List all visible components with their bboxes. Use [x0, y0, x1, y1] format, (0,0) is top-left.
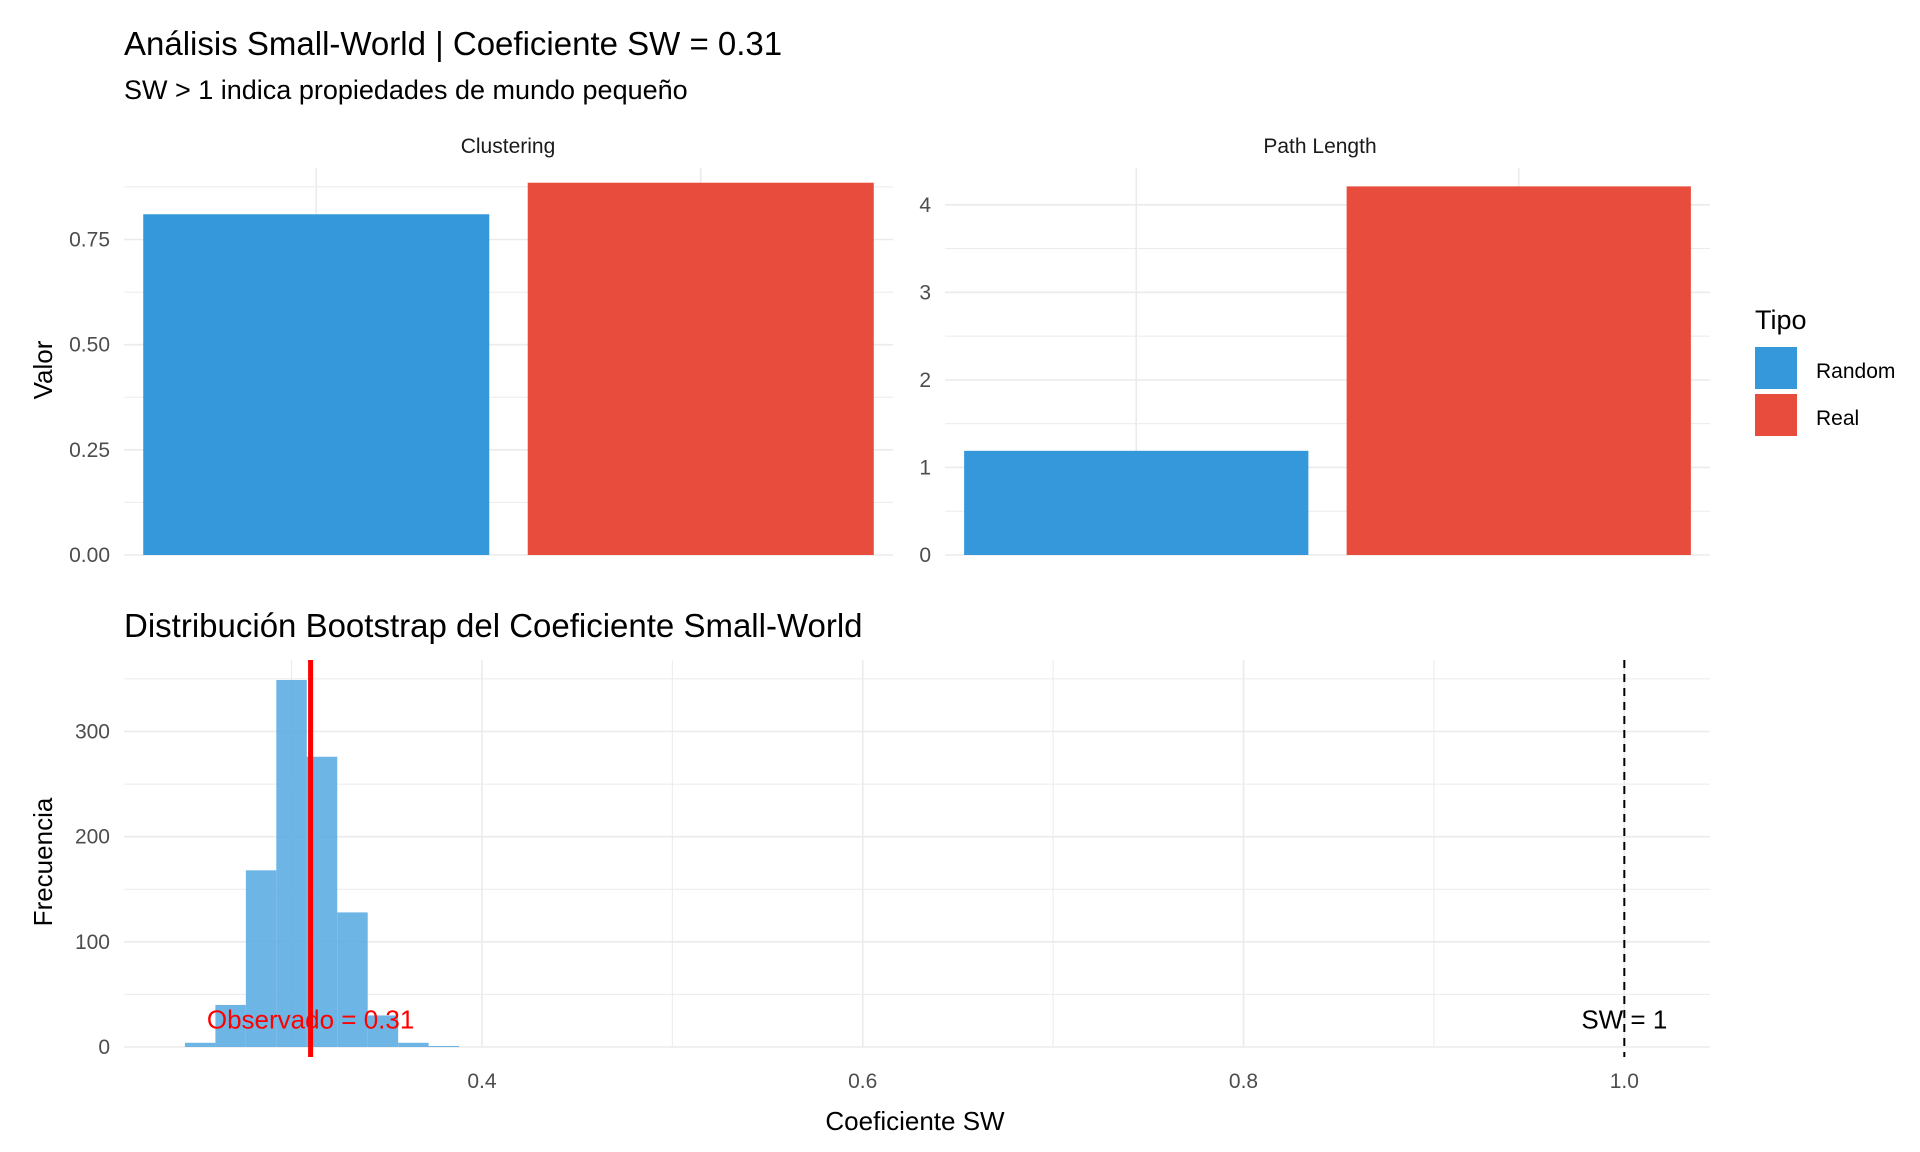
histogram-x-ticks: 0.4 0.6 0.8 1.0 [467, 1070, 1639, 1093]
sw-equals-one-label: SW = 1 [1581, 1005, 1667, 1035]
histogram-title: Distribución Bootstrap del Coeficiente S… [124, 607, 863, 644]
histogram-reference-lines: Observado = 0.31 SW = 1 [207, 660, 1667, 1057]
legend-swatch-real [1755, 394, 1797, 436]
y-tick-label: 2 [919, 369, 931, 392]
y-tick-label: 3 [919, 281, 931, 304]
histogram-bin [276, 679, 307, 1047]
x-tick-label: 0.8 [1229, 1070, 1258, 1093]
figure-title: Análisis Small-World | Coeficiente SW = … [124, 25, 782, 62]
histogram-gridlines [124, 660, 1710, 1048]
histogram-bin [428, 1045, 460, 1047]
y-tick-label: 0.25 [69, 439, 110, 462]
bar-random [143, 214, 490, 556]
facet-label-path-length: Path Length [1263, 135, 1376, 158]
observed-value-label: Observado = 0.31 [207, 1005, 414, 1035]
legend-label-random: Random [1816, 360, 1895, 383]
y-axis-label-valor: Valor [28, 340, 58, 399]
figure-subtitle: SW > 1 indica propiedades de mundo peque… [124, 75, 688, 105]
bootstrap-histogram-panel: Distribución Bootstrap del Coeficiente S… [28, 607, 1710, 1136]
x-tick-label: 0.4 [467, 1070, 497, 1093]
histogram-bin [215, 1004, 246, 1047]
bar-random [964, 450, 1309, 555]
x-axis-label-coeficiente-sw: Coeficiente SW [825, 1106, 1005, 1136]
y-tick-label: 0 [919, 544, 931, 567]
y-tick-label: 200 [75, 826, 110, 849]
facet-label-clustering: Clustering [461, 135, 556, 158]
bar-real [1346, 186, 1691, 555]
x-tick-label: 1.0 [1610, 1070, 1639, 1093]
legend: Tipo Random Real [1755, 305, 1895, 436]
clustering-panel: Clustering 0.00 0.25 0.50 0.75 Valor [28, 135, 893, 567]
clustering-y-ticks: 0.00 0.25 0.50 0.75 [69, 229, 110, 567]
histogram-bin [245, 870, 277, 1047]
clustering-bars [143, 182, 874, 556]
y-tick-label: 100 [75, 931, 110, 954]
histogram-y-ticks: 0 100 200 300 [75, 721, 110, 1059]
bar-real [527, 182, 874, 555]
histogram-bin [337, 912, 368, 1047]
histogram-bin [184, 1042, 216, 1047]
y-tick-label: 0.50 [69, 334, 110, 357]
path-length-bars [964, 186, 1691, 555]
legend-title: Tipo [1755, 305, 1807, 335]
y-tick-label: 300 [75, 721, 110, 744]
legend-label-real: Real [1816, 407, 1859, 430]
histogram-bin [367, 1015, 399, 1047]
y-tick-label: 1 [919, 456, 931, 479]
y-axis-label-frecuencia: Frecuencia [28, 797, 58, 926]
y-tick-label: 4 [919, 194, 931, 217]
y-tick-label: 0.00 [69, 544, 110, 567]
path-length-y-ticks: 0 1 2 3 4 [919, 194, 931, 567]
legend-swatch-random [1755, 347, 1797, 389]
x-tick-label: 0.6 [848, 1070, 877, 1093]
histogram-bin [398, 1042, 429, 1047]
y-tick-label: 0 [98, 1036, 110, 1059]
path-length-panel: Path Length 0 1 2 3 4 [919, 135, 1710, 567]
y-tick-label: 0.75 [69, 229, 110, 252]
